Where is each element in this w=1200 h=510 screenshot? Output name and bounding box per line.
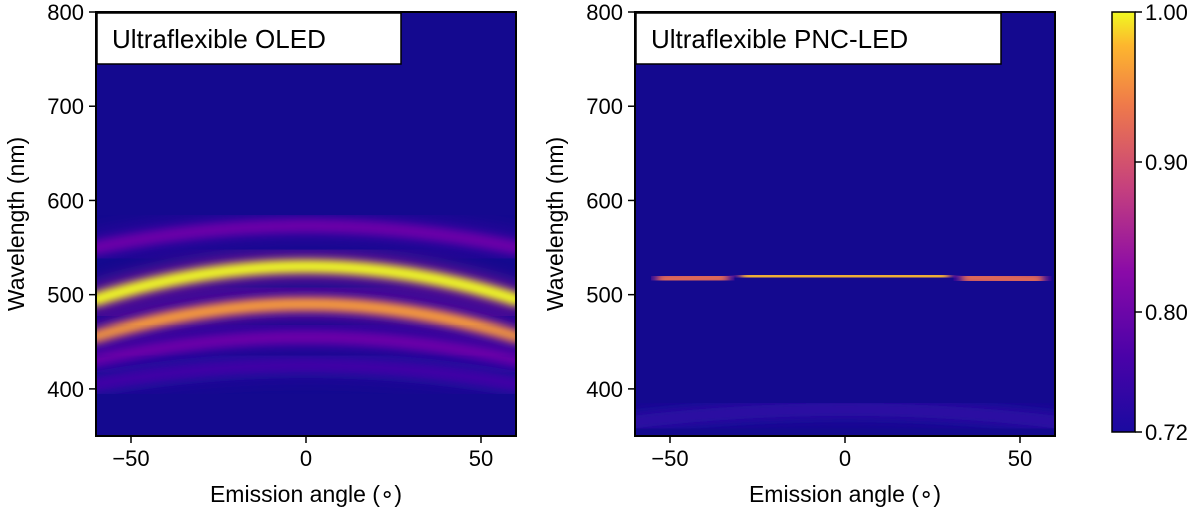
band xyxy=(96,219,516,255)
colorbar-ticks: 1.00 0.90 0.80 0.72 xyxy=(1135,0,1188,445)
y-ticks-pnc: 400 500 600 700 800 xyxy=(586,0,635,402)
x-tick-label: 0 xyxy=(300,446,312,471)
x-tick-label: −50 xyxy=(651,446,688,471)
y-tick-label: 700 xyxy=(586,94,623,119)
colorbar: 1.00 0.90 0.80 0.72 xyxy=(1111,0,1188,445)
band xyxy=(96,358,516,391)
title-box-oled xyxy=(96,12,402,65)
x-tick-label: 50 xyxy=(469,446,493,471)
band-layer-oled xyxy=(96,212,516,398)
y-tick-label: 600 xyxy=(586,188,623,213)
y-tick-label: 400 xyxy=(586,377,623,402)
panel-title-pnc: Ultraflexible PNC-LED xyxy=(651,24,908,54)
colorbar-gradient xyxy=(1111,11,1136,433)
band xyxy=(656,270,729,286)
x-axis-title-pnc: Emission angle (∘) xyxy=(749,481,941,507)
x-tick-label: −50 xyxy=(112,446,149,471)
y-tick-label: 800 xyxy=(586,0,623,25)
x-ticks-pnc: −50 0 50 xyxy=(651,436,1032,471)
title-box-pnc xyxy=(635,12,1002,65)
panel-pnc: −50 0 50 400 500 600 700 800 Emission angle (∘… xyxy=(542,0,1056,507)
band xyxy=(96,330,516,368)
colorbar-tick-label: 1.00 xyxy=(1145,0,1188,25)
band-layer-pnc xyxy=(635,262,1055,435)
y-ticks-oled: 400 500 600 700 800 xyxy=(47,0,96,402)
x-axis-title-oled: Emission angle (∘) xyxy=(210,481,402,507)
band xyxy=(961,270,1044,287)
y-tick-label: 500 xyxy=(586,283,623,308)
y-axis-title-pnc: Wavelength (nm) xyxy=(542,137,568,311)
y-tick-label: 800 xyxy=(47,0,84,25)
y-tick-label: 700 xyxy=(47,94,84,119)
band xyxy=(96,259,516,306)
panel-title-oled: Ultraflexible OLED xyxy=(112,24,326,54)
y-tick-label: 500 xyxy=(47,283,84,308)
x-tick-label: 50 xyxy=(1008,446,1032,471)
band xyxy=(635,403,1055,429)
y-axis-title-oled: Wavelength (nm) xyxy=(3,137,29,311)
colorbar-tick-label: 0.80 xyxy=(1145,300,1188,325)
colorbar-tick-label: 0.90 xyxy=(1145,150,1188,175)
plot-area-pnc xyxy=(635,12,1055,436)
y-tick-label: 400 xyxy=(47,377,84,402)
band xyxy=(96,297,516,344)
panel-oled: −50 0 50 400 500 600 700 800 Emission angle (∘… xyxy=(3,0,517,507)
band xyxy=(740,269,950,284)
colorbar-tick-label: 0.72 xyxy=(1145,420,1188,445)
x-tick-label: 0 xyxy=(839,446,851,471)
x-ticks-oled: −50 0 50 xyxy=(112,436,493,471)
y-tick-label: 600 xyxy=(47,188,84,213)
